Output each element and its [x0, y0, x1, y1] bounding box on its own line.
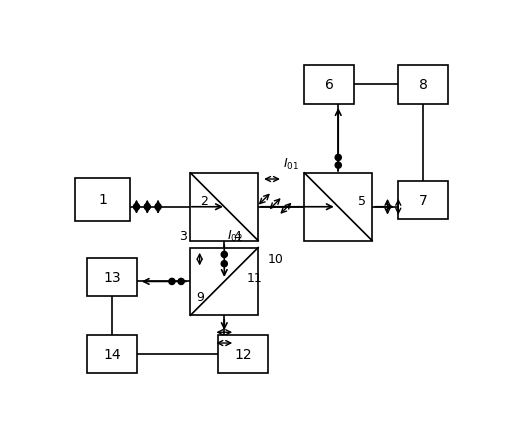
Text: 6: 6: [325, 78, 334, 92]
Text: 9: 9: [197, 290, 204, 303]
Bar: [191, 174, 258, 241]
Bar: [191, 248, 258, 316]
Text: 8: 8: [419, 78, 428, 92]
Text: 14: 14: [104, 347, 121, 361]
Circle shape: [169, 279, 175, 285]
Text: 5: 5: [358, 194, 366, 207]
Circle shape: [144, 204, 150, 210]
Bar: [87, 258, 138, 296]
Text: 4: 4: [233, 230, 242, 243]
Bar: [304, 174, 372, 241]
Text: 2: 2: [200, 194, 208, 207]
Circle shape: [335, 163, 341, 169]
Text: 13: 13: [104, 270, 121, 284]
Text: 1: 1: [98, 193, 107, 207]
Bar: [398, 66, 449, 104]
Circle shape: [155, 204, 161, 210]
Text: 7: 7: [419, 194, 427, 207]
Text: $I_{01}$: $I_{01}$: [283, 156, 299, 171]
Bar: [304, 66, 354, 104]
Text: 10: 10: [267, 253, 283, 266]
Text: 12: 12: [234, 347, 252, 361]
Text: $I_{02}$: $I_{02}$: [227, 229, 243, 244]
Bar: [398, 181, 449, 220]
Bar: [75, 179, 130, 221]
Circle shape: [335, 155, 341, 161]
Bar: [87, 335, 138, 373]
Circle shape: [178, 279, 184, 285]
Circle shape: [221, 261, 227, 267]
Text: 11: 11: [247, 271, 262, 284]
Bar: [218, 335, 268, 373]
Text: 3: 3: [179, 230, 187, 243]
Circle shape: [221, 252, 227, 258]
Circle shape: [133, 204, 140, 210]
